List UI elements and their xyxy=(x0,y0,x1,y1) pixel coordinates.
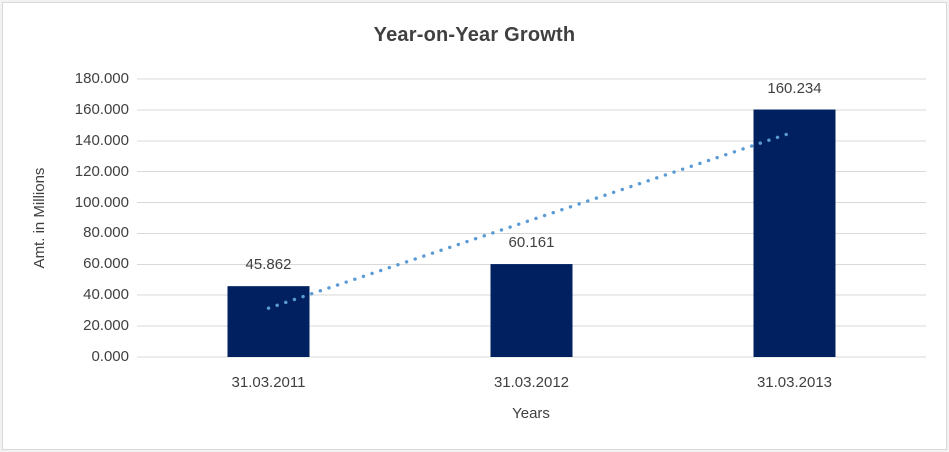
y-axis-title: Amt. in Millions xyxy=(31,167,48,269)
trendline[interactable] xyxy=(266,129,797,310)
y-tick-label: 80.000 xyxy=(83,224,129,242)
data-label: 45.862 xyxy=(245,256,292,274)
bar-31.03.2013[interactable] xyxy=(753,109,836,357)
y-tick-label: 140.000 xyxy=(74,131,129,149)
y-tick-label: 20.000 xyxy=(83,317,129,335)
y-tick-label: 160.000 xyxy=(74,100,129,118)
y-tick-label: 60.000 xyxy=(83,255,129,273)
x-tick-label: 31.03.2011 xyxy=(231,374,306,391)
x-tick-label: 31.03.2012 xyxy=(493,374,570,391)
y-tick-label: 180.000 xyxy=(74,70,129,87)
data-label: 160.234 xyxy=(767,79,822,97)
y-tick-label: 40.000 xyxy=(83,286,129,304)
data-label: 60.161 xyxy=(508,234,555,252)
x-axis-title: Years xyxy=(512,405,550,422)
y-tick-label: 0.000 xyxy=(91,348,129,365)
chart-title: Year-on-Year Growth xyxy=(373,24,576,46)
plot-area xyxy=(137,78,926,358)
x-tick-label: 31.03.2013 xyxy=(756,374,833,391)
bar-31.03.2012[interactable] xyxy=(490,264,573,357)
y-tick-label: 120.000 xyxy=(74,162,129,180)
y-tick-label: 100.000 xyxy=(74,193,129,211)
bar-31.03.2011[interactable] xyxy=(227,286,310,357)
